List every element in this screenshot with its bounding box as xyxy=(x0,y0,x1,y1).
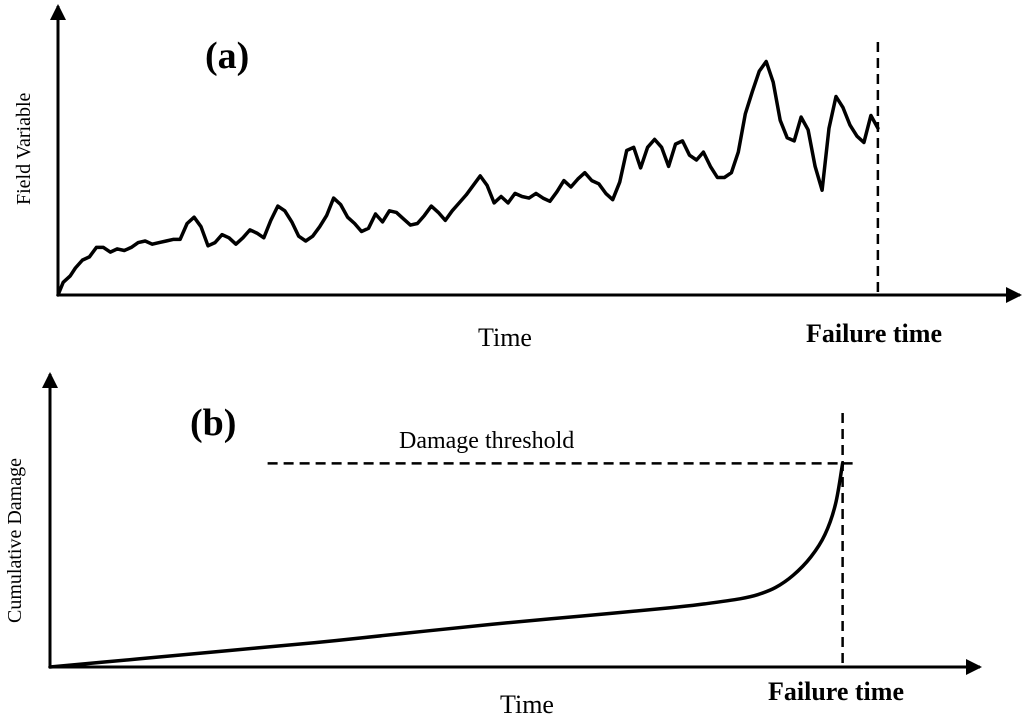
damage-threshold-label: Damage threshold xyxy=(399,428,574,454)
panel-a-x-label: Time xyxy=(478,323,532,352)
panel-a-tag: (a) xyxy=(205,35,249,77)
panel-a-y-label: Field Variable xyxy=(13,92,35,205)
panel-b-failure-label: Failure time xyxy=(768,677,904,706)
panel-a-failure-label: Failure time xyxy=(806,319,942,348)
cumulative-damage-curve xyxy=(48,461,845,669)
panel-b-tag: (b) xyxy=(190,402,236,444)
panel-b-y-label: Cumulative Damage xyxy=(4,458,26,623)
field-variable-signal-line xyxy=(56,59,880,297)
panel-a: (a) Field Variable Time Failure time xyxy=(13,4,1022,352)
panel-b-x-label: Time xyxy=(500,690,554,715)
panel-b: (b) Damage threshold Cumulative Damage T… xyxy=(4,372,982,715)
